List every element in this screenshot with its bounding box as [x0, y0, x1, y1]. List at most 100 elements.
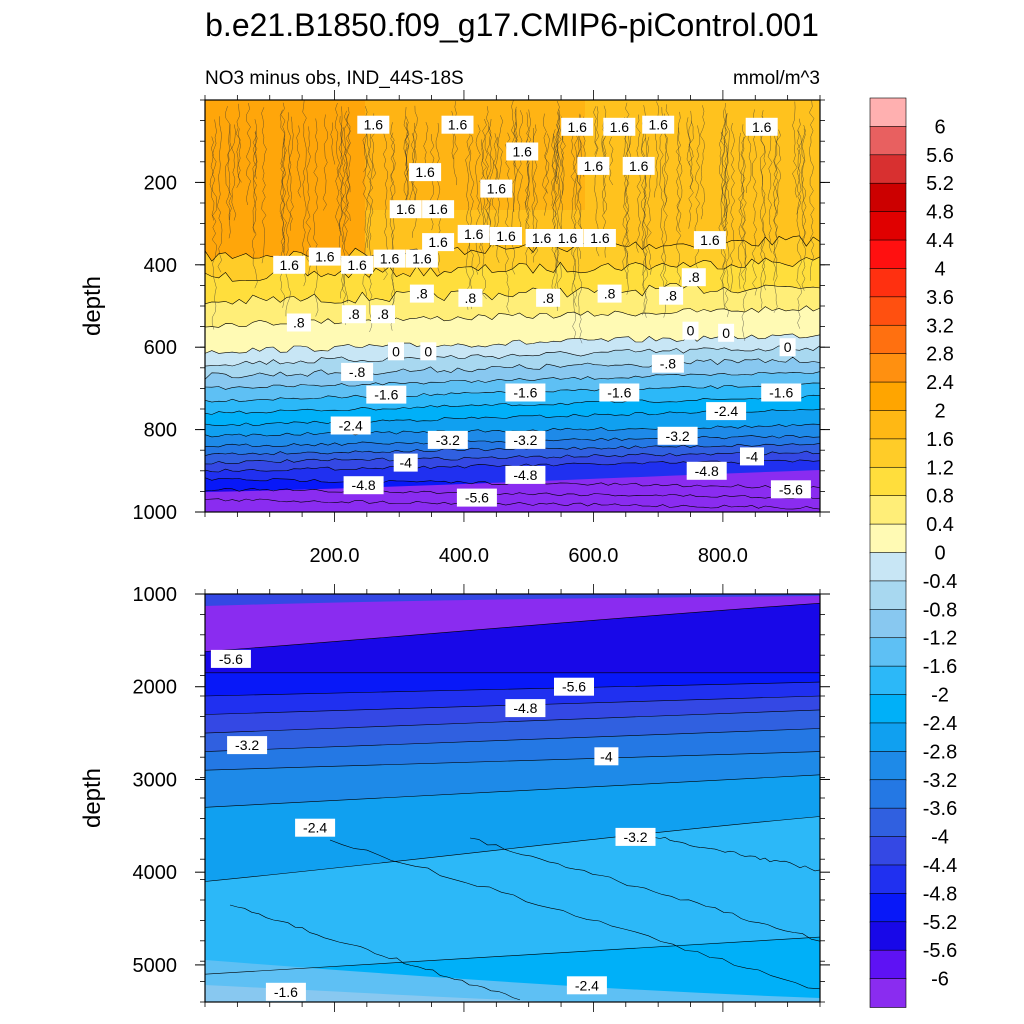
upper-contour-label-text: 1.6 [629, 158, 649, 174]
upper-contour-label: -1.6 [505, 383, 546, 402]
upper-orange-patch [365, 100, 585, 210]
upper-contour-label-text: -4.8 [352, 477, 376, 493]
upper-noise-line [322, 114, 328, 211]
upper-contour-label-box [536, 288, 561, 307]
upper-contour-label-box [561, 117, 594, 136]
upper-contour-label-text: 1.6 [415, 164, 435, 180]
upper-noise-line [767, 132, 773, 253]
upper-contour-label-text: .8 [465, 290, 477, 306]
colorbar-swatch [869, 779, 907, 809]
upper-contour-label-box [441, 115, 474, 134]
upper-noise-line [544, 133, 550, 194]
upper-contour-label: -1.6 [599, 383, 640, 402]
upper-contour-label-box [456, 488, 497, 507]
upper-contour-label: .8 [659, 286, 684, 305]
upper-noise-line [741, 136, 747, 341]
lower-contour-label-box [295, 818, 336, 837]
lower-ylabel: depth [79, 768, 106, 828]
upper-contour-label-box [745, 117, 778, 136]
colorbar-swatch [869, 296, 907, 327]
upper-noise-line [411, 122, 416, 201]
upper-contour-label: .8 [458, 288, 483, 307]
upper-contour-label-text: 1.6 [567, 119, 587, 135]
colorbar-swatch [869, 495, 907, 525]
upper-contour-label-text: 0 [424, 343, 432, 359]
colorbar-swatch [869, 381, 907, 412]
upper-noise-line [751, 109, 758, 296]
colorbar-tick-label: -4.8 [923, 883, 957, 905]
upper-contour-label: 0 [718, 323, 735, 342]
upper-contour-label-text: .8 [688, 269, 700, 285]
lower-contour-label-box [265, 982, 306, 1001]
colorbar-swatch [869, 694, 907, 724]
upper-contour-line-18 [205, 498, 820, 510]
upper-contour-label: -1.6 [366, 385, 407, 404]
upper-noise-line [796, 130, 802, 215]
upper-contour-label-box [357, 115, 390, 134]
upper-noise-line [720, 128, 726, 309]
lower-contour-label-text: -1.6 [274, 984, 298, 1000]
upper-noise-line [608, 136, 614, 186]
upper-contour-label-text: 1.6 [279, 257, 299, 273]
upper-noise-line [760, 110, 766, 291]
x-tick-label: 400.0 [439, 545, 489, 567]
upper-noise-line [468, 134, 475, 310]
upper-contour-label-box [505, 465, 546, 484]
upper-contour-label-box [659, 286, 684, 305]
lower-contour-labels: -5.6 -5.6 -4.8 -4 -3.2 -3.2 -2.4 -2.4 -1.6 [210, 649, 656, 1001]
lower-contour-label-text: -5.6 [219, 651, 243, 667]
lower-diagonal-contour-0 [329, 839, 820, 990]
upper-contour-label: .8 [409, 284, 434, 303]
upper-noise-line [792, 101, 798, 198]
upper-contour-label-box [366, 385, 407, 404]
upper-contour-line-14 [205, 450, 820, 465]
upper-contour-label: -3.2 [657, 426, 698, 445]
upper-contour-label-text: 1.6 [315, 249, 335, 265]
colorbar-tick-label: -3.6 [923, 798, 957, 820]
upper-ylabel: depth [79, 276, 106, 336]
upper-noise-line [659, 107, 665, 300]
upper-contour-label: 1.6 [341, 255, 374, 274]
x-tick-label: 200.0 [309, 545, 359, 567]
colorbar-tick-label: -4.4 [923, 855, 957, 877]
colorbar-swatch [869, 722, 907, 753]
upper-noise-line [721, 109, 727, 290]
upper-noise-line [366, 127, 372, 248]
colorbar-tick-label: -2.8 [923, 741, 957, 763]
upper-noise-line [746, 126, 752, 193]
upper-contour-label-text: -4 [399, 455, 412, 471]
upper-noise-line [475, 124, 481, 275]
lower-diagonal-contour-3 [229, 904, 521, 1001]
lower-contour-label: -5.6 [554, 677, 594, 696]
upper-noise-line [593, 106, 598, 155]
colorbar-tick-label: -2.4 [923, 713, 957, 735]
upper-contour-label-text: .8 [377, 306, 389, 322]
lower-contour-line-9 [205, 603, 820, 652]
lower-top-band [205, 594, 820, 606]
upper-noise-line [542, 113, 548, 216]
lower-contour-label-box [554, 677, 594, 696]
upper-contour-label-box [343, 476, 384, 495]
upper-noise-line [345, 106, 351, 222]
upper-contour-label-box [622, 156, 655, 175]
upper-noise-line [699, 105, 705, 220]
upper-noise-line [305, 126, 311, 277]
upper-contour-label-box [686, 461, 727, 480]
upper-contour-label-box [706, 402, 747, 421]
upper-noise-line [481, 118, 487, 300]
upper-contour-label-box [505, 430, 546, 449]
upper-contour-label: 0 [420, 342, 437, 361]
upper-noise-line [801, 124, 807, 246]
upper-contour-label-box [657, 426, 698, 445]
upper-contour-label-text: -3.2 [436, 432, 460, 448]
lower-contour-line-1 [205, 816, 820, 882]
upper-contour-label: -.8 [651, 354, 684, 373]
upper-contour-label: 1.6 [480, 179, 513, 198]
upper-noise-line [227, 124, 232, 239]
upper-noise-line [404, 116, 409, 177]
colorbar-swatch [869, 637, 907, 667]
colorbar-swatch [869, 864, 907, 895]
upper-contour-label-box [506, 142, 539, 161]
upper-contour-label-text: -1.6 [607, 385, 631, 401]
